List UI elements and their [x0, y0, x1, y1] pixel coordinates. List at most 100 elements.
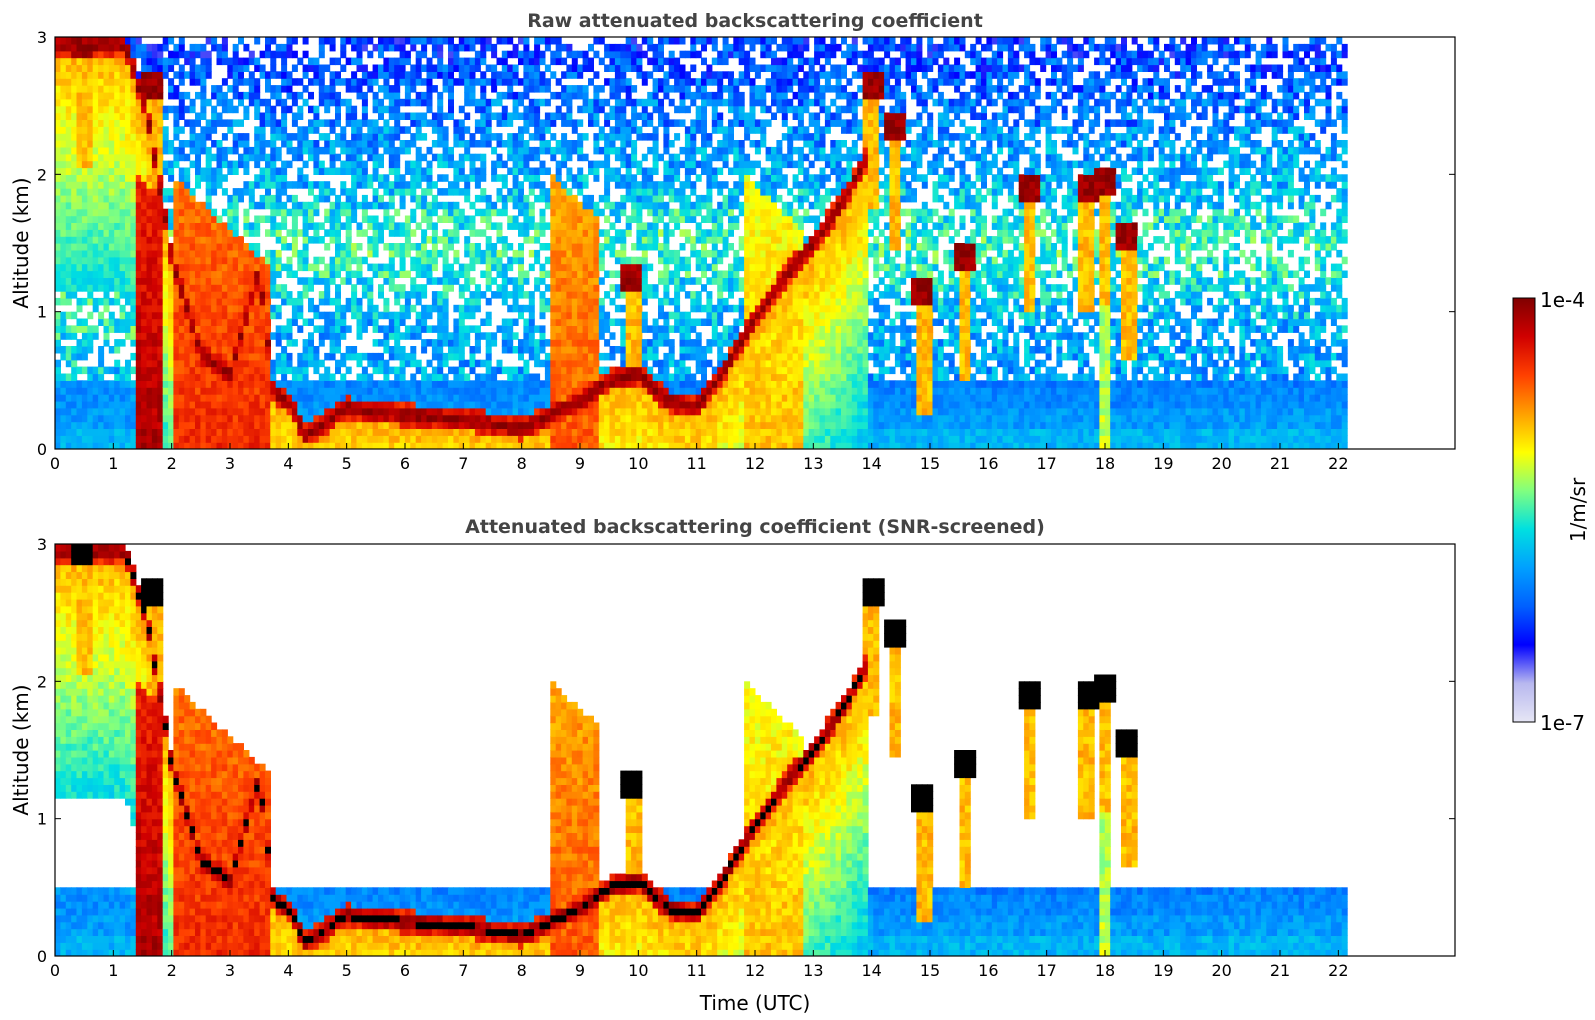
heatmap-cell: [561, 215, 568, 223]
heatmap-cell: [232, 332, 239, 340]
heatmap-cell: [216, 311, 223, 320]
heatmap-cell: [211, 215, 218, 223]
heatmap-cell: [81, 352, 88, 361]
heatmap-cell: [265, 332, 271, 340]
heatmap-cell: [302, 37, 309, 45]
heatmap-cell: [232, 387, 239, 395]
heatmap-cell: [507, 85, 514, 93]
heatmap-cell: [329, 421, 336, 429]
heatmap-cell: [588, 194, 594, 203]
heatmap-cell: [135, 407, 142, 416]
heatmap-cell: [275, 146, 282, 155]
heatmap-cell: [318, 133, 325, 141]
heatmap-cell: [561, 366, 568, 375]
heatmap-cell: [577, 50, 584, 59]
heatmap-cell: [162, 43, 169, 52]
heatmap-cell: [388, 435, 395, 443]
heatmap-cell: [518, 229, 524, 237]
heatmap-cell: [555, 194, 562, 203]
heatmap-cell: [566, 284, 573, 292]
heatmap-cell: [157, 277, 164, 285]
heatmap-cell: [442, 71, 449, 79]
heatmap-cell: [523, 332, 530, 340]
heatmap-cell: [383, 270, 390, 278]
heatmap-cell: [604, 394, 611, 402]
heatmap-cell: [415, 366, 422, 375]
heatmap-cell: [281, 394, 288, 402]
heatmap-cell: [614, 71, 621, 79]
heatmap-cell: [421, 318, 428, 326]
heatmap-cell: [448, 352, 454, 361]
heatmap-cell: [103, 407, 110, 416]
heatmap-cell: [81, 387, 88, 395]
heatmap-cell: [98, 43, 105, 52]
heatmap-cell: [340, 167, 347, 175]
heatmap-cell: [598, 407, 605, 416]
heatmap-cell: [157, 91, 164, 100]
heatmap-cell: [55, 146, 61, 155]
heatmap-cell: [162, 442, 169, 449]
heatmap-cell: [189, 435, 196, 443]
heatmap-cell: [512, 215, 519, 223]
heatmap-cell: [146, 105, 153, 114]
heatmap-cell: [71, 407, 78, 416]
heatmap-cell: [378, 366, 384, 375]
heatmap-cell: [173, 394, 180, 402]
heatmap-cell: [464, 414, 471, 423]
heatmap-cell: [308, 188, 314, 196]
heatmap-cell: [125, 105, 131, 114]
heatmap-cell: [103, 71, 110, 79]
heatmap-cell: [60, 160, 67, 169]
heatmap-cell: [238, 297, 244, 306]
heatmap-cell: [356, 153, 363, 162]
heatmap-cell: [125, 119, 131, 127]
heatmap-cell: [254, 126, 261, 134]
heatmap-cell: [216, 394, 223, 402]
heatmap-cell: [238, 394, 244, 402]
heatmap-cell: [399, 98, 406, 107]
heatmap-cell: [426, 256, 433, 265]
heatmap-cell: [361, 78, 368, 86]
heatmap-cell: [318, 194, 325, 203]
heatmap-cell: [324, 64, 331, 72]
heatmap-cell: [125, 387, 131, 395]
heatmap-cell: [324, 85, 331, 93]
heatmap-cell: [555, 174, 562, 182]
heatmap-cell: [200, 366, 207, 375]
heatmap-cell: [200, 91, 207, 100]
heatmap-cell: [275, 270, 282, 278]
heatmap-cell: [539, 78, 546, 86]
heatmap-cell: [361, 407, 368, 416]
heatmap-cell: [593, 414, 600, 423]
heatmap-cell: [119, 181, 126, 189]
heatmap-cell: [141, 243, 148, 251]
heatmap-cell: [410, 332, 417, 340]
heatmap-cell: [324, 167, 331, 175]
heatmap-cell: [566, 270, 573, 278]
heatmap-cell: [593, 442, 600, 449]
heatmap-cell: [534, 229, 541, 237]
heatmap-cell: [200, 229, 207, 237]
heatmap-cell: [469, 304, 476, 313]
heatmap-cell: [60, 414, 67, 423]
heatmap-cell: [421, 91, 428, 100]
heatmap-cell: [178, 421, 185, 429]
heatmap-cell: [555, 160, 562, 169]
heatmap-cell: [221, 325, 228, 333]
heatmap-cell: [114, 387, 121, 395]
heatmap-cell: [265, 284, 271, 292]
heatmap-cell: [308, 153, 314, 162]
heatmap-cell: [108, 435, 115, 443]
heatmap-cell: [609, 43, 616, 52]
heatmap-cell: [195, 339, 201, 347]
heatmap-cell: [318, 339, 325, 347]
heatmap-cell: [399, 332, 406, 340]
heatmap-cell: [60, 284, 67, 292]
heatmap-cell: [195, 249, 201, 258]
heatmap-cell: [604, 318, 611, 326]
heatmap-cell: [270, 126, 277, 134]
heatmap-cell: [302, 208, 309, 217]
heatmap-cell: [474, 428, 481, 436]
heatmap-cell: [593, 146, 600, 155]
heatmap-cell: [189, 215, 196, 223]
